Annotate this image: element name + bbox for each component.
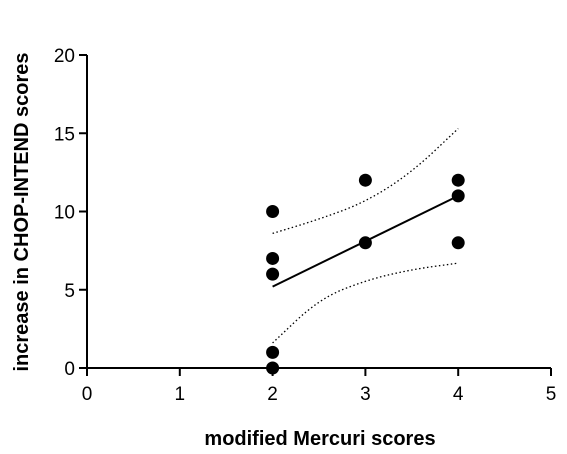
y-tick-label: 10: [54, 203, 75, 224]
data-point: [451, 173, 465, 187]
data-point: [266, 345, 280, 359]
y-tick-label: 0: [64, 359, 75, 380]
confidence-band-upper: [272, 128, 459, 235]
x-axis-title: modified Mercuri scores: [204, 428, 435, 450]
x-tick-label: 4: [453, 384, 464, 405]
y-axis: 0 5 10 15 20: [54, 46, 88, 380]
y-tick-label: 15: [54, 124, 75, 145]
x-tick-label: 5: [546, 384, 557, 405]
data-points: [266, 173, 465, 375]
x-tick-label: 2: [267, 384, 278, 405]
confidence-band-lower: [272, 262, 459, 344]
x-tick-label: 0: [82, 384, 93, 405]
data-point: [358, 173, 372, 187]
data-point: [266, 251, 280, 265]
data-point: [358, 236, 372, 250]
data-point: [266, 361, 280, 375]
data-point: [451, 236, 465, 250]
data-point: [266, 267, 280, 281]
x-axis: 0 1 2 3 4 5: [82, 367, 557, 405]
y-tick-label: 20: [54, 46, 75, 67]
x-tick-label: 3: [360, 384, 371, 405]
y-tick-label: 5: [64, 281, 75, 302]
confidence-band: [272, 128, 459, 344]
y-axis-title: increase in CHOP-INTEND scores: [11, 53, 33, 372]
data-point: [266, 205, 280, 218]
x-tick-label: 1: [175, 384, 186, 405]
data-point: [451, 189, 465, 203]
